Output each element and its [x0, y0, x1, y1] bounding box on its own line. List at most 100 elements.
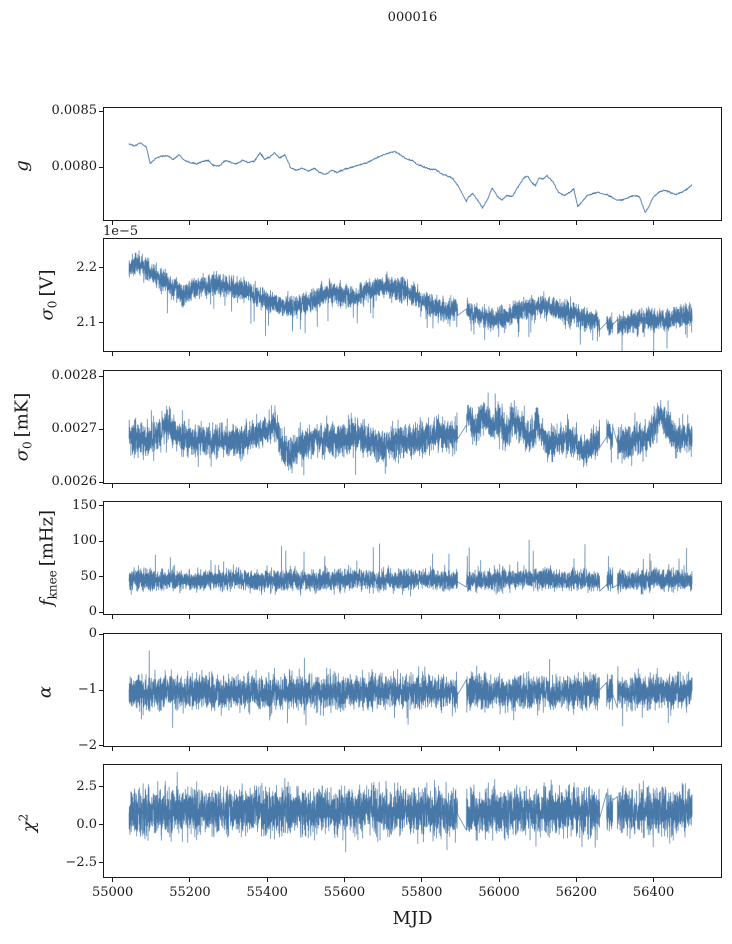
subplot-alpha — [103, 633, 722, 747]
y-tick-label: 2.5 — [76, 778, 97, 794]
x-tick — [343, 484, 345, 488]
x-tick-label: 55600 — [323, 885, 366, 900]
y-tick — [99, 576, 103, 578]
x-tick — [343, 352, 345, 356]
y-axis-label-chi2: χ2 — [16, 813, 40, 833]
x-tick — [266, 747, 268, 751]
x-tick — [653, 484, 655, 488]
y-tick-label: 0.0027 — [51, 421, 98, 437]
x-tick — [575, 221, 577, 225]
y-tick-label: −2.5 — [65, 854, 97, 870]
y-tick — [99, 611, 103, 613]
x-axis-label: MJD — [392, 908, 433, 929]
x-tick — [653, 221, 655, 225]
x-tick — [421, 747, 423, 751]
x-tick — [498, 484, 500, 488]
x-tick — [189, 747, 191, 751]
sigma0-v-series-line — [104, 239, 721, 351]
chi2-series-line — [104, 765, 721, 877]
x-tick — [575, 484, 577, 488]
x-tick — [266, 352, 268, 356]
x-tick — [498, 878, 500, 882]
y-tick — [99, 745, 103, 747]
y-tick — [99, 540, 103, 542]
x-tick — [653, 615, 655, 619]
x-tick-label: 56000 — [478, 885, 520, 900]
x-tick — [421, 878, 423, 882]
sigma0-mk-series-line — [104, 371, 721, 483]
x-tick — [575, 747, 577, 751]
y-tick — [99, 824, 103, 826]
y-tick — [99, 689, 103, 691]
x-tick — [112, 221, 114, 225]
x-tick — [498, 615, 500, 619]
y-tick — [99, 110, 103, 112]
subplot-fknee — [103, 501, 722, 615]
x-tick — [343, 615, 345, 619]
y-tick-label: −1 — [77, 682, 97, 697]
y-tick-label: 0.0028 — [51, 368, 98, 384]
x-tick — [266, 484, 268, 488]
y-axis-label-fknee: fknee[mHz] — [36, 509, 60, 607]
y-tick-label: 2.1 — [76, 314, 97, 330]
g-series-line — [104, 108, 721, 220]
x-tick — [112, 747, 114, 751]
y-tick-label: 0.0080 — [51, 159, 98, 175]
x-tick — [112, 352, 114, 356]
y-tick-label: 0.0085 — [51, 103, 98, 119]
x-tick — [421, 615, 423, 619]
x-tick — [498, 747, 500, 751]
subplot-g — [103, 107, 722, 221]
x-tick — [498, 221, 500, 225]
y-tick-label: 150 — [72, 497, 97, 513]
y-tick-label: 0 — [88, 626, 97, 642]
y-tick — [99, 166, 103, 168]
y-tick-label: −2 — [77, 737, 97, 753]
subplot-sigma0-mk — [103, 370, 722, 484]
x-tick — [653, 352, 655, 356]
x-tick — [343, 221, 345, 225]
alpha-series-line — [104, 634, 721, 746]
x-tick — [343, 878, 345, 882]
y-tick-label: 50 — [80, 568, 97, 584]
x-tick-label: 56400 — [632, 885, 675, 900]
y-tick-label: 0.0026 — [51, 474, 98, 490]
y-tick — [99, 633, 103, 635]
x-tick — [653, 878, 655, 882]
y-tick — [99, 786, 103, 788]
x-tick — [189, 615, 191, 619]
x-tick — [112, 615, 114, 619]
x-tick — [653, 747, 655, 751]
x-tick — [266, 221, 268, 225]
y-axis-offset-text: 1e−5 — [103, 224, 139, 239]
x-tick-label: 55200 — [169, 885, 211, 900]
x-tick-label: 55800 — [401, 885, 443, 900]
y-tick — [99, 267, 103, 269]
x-tick — [189, 352, 191, 356]
x-tick — [112, 484, 114, 488]
y-tick-label: 100 — [72, 533, 97, 549]
y-tick — [99, 862, 103, 864]
y-tick-label: 0 — [88, 604, 97, 620]
x-tick — [421, 221, 423, 225]
y-tick — [99, 322, 103, 324]
x-tick — [575, 352, 577, 356]
y-tick — [99, 481, 103, 483]
figure-title: 000016 — [387, 10, 438, 25]
x-tick — [266, 615, 268, 619]
y-axis-label-sigma0-v: σ0[V] — [36, 269, 60, 321]
x-tick — [266, 878, 268, 882]
fknee-series-line — [104, 502, 721, 614]
y-axis-label-sigma0-mk: σ0[mK] — [11, 392, 35, 462]
x-tick — [421, 352, 423, 356]
x-tick — [189, 878, 191, 882]
subplot-sigma0-v — [103, 238, 722, 352]
y-tick — [99, 375, 103, 377]
x-tick-label: 56200 — [555, 885, 597, 900]
x-tick-label: 55000 — [91, 885, 134, 900]
x-tick-label: 55400 — [246, 885, 288, 900]
x-tick — [421, 484, 423, 488]
y-tick-label: 2.2 — [76, 259, 97, 275]
x-tick — [189, 221, 191, 225]
